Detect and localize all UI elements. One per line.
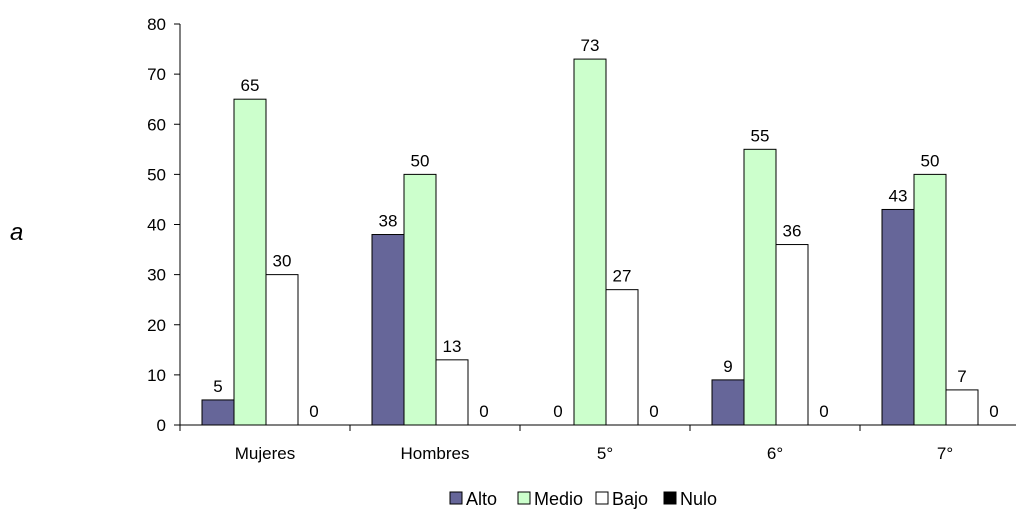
- legend-label: Bajo: [612, 489, 648, 509]
- data-label: 73: [581, 36, 600, 55]
- x-tick-label: Mujeres: [235, 444, 295, 463]
- data-labels: 5 65 30 0 38 50 13 0 0 73 27 0 9 55 36 0 43 50 7 0: [213, 36, 998, 421]
- data-label: 5: [213, 377, 222, 396]
- x-tick-label: Hombres: [401, 444, 470, 463]
- bar-medio: [403, 173, 437, 426]
- bar-medio: [573, 58, 607, 426]
- data-label: 65: [241, 76, 260, 95]
- side-label: a: [10, 219, 23, 246]
- y-tick-label: 80: [147, 15, 166, 34]
- legend-label: Medio: [534, 489, 583, 509]
- data-label: 9: [723, 357, 732, 376]
- data-label: 0: [309, 402, 318, 421]
- legend-swatch-bajo: [595, 491, 609, 505]
- x-tick-label: 5°: [597, 444, 613, 463]
- bar-alto: [711, 379, 745, 426]
- data-label: 0: [819, 402, 828, 421]
- bar-bajo: [435, 359, 469, 426]
- bar-medio: [743, 148, 777, 426]
- legend-swatch-nulo: [663, 491, 677, 505]
- y-tick-label: 10: [147, 366, 166, 385]
- legend-swatch-alto: [449, 491, 463, 505]
- data-label: 38: [379, 212, 398, 231]
- data-label: 13: [443, 337, 462, 356]
- bar-medio: [233, 98, 267, 426]
- x-tick-label: 7°: [937, 444, 953, 463]
- data-label: 0: [649, 402, 658, 421]
- y-tick-label: 50: [147, 165, 166, 184]
- data-label: 50: [411, 151, 430, 170]
- y-tick-label: 20: [147, 316, 166, 335]
- data-label: 55: [751, 126, 770, 145]
- data-label: 43: [889, 186, 908, 205]
- legend-label: Nulo: [680, 489, 717, 509]
- data-label: 7: [957, 367, 966, 386]
- x-tick-label: 6°: [767, 444, 783, 463]
- y-tick-label: 0: [157, 416, 166, 435]
- legend-swatch-medio: [517, 491, 531, 505]
- data-label: 30: [273, 252, 292, 271]
- data-label: 50: [921, 151, 940, 170]
- bar-bajo: [605, 289, 639, 426]
- bar-medio: [913, 173, 947, 426]
- data-label: 0: [479, 402, 488, 421]
- bars: [201, 58, 979, 426]
- bar-bajo: [265, 274, 299, 426]
- bar-bajo: [945, 389, 979, 426]
- legend-label: Alto: [466, 489, 497, 509]
- bar-alto: [371, 234, 405, 426]
- data-label: 27: [613, 267, 632, 286]
- data-label: 0: [989, 402, 998, 421]
- y-tick-label: 30: [147, 266, 166, 285]
- bar-alto: [881, 208, 915, 426]
- bar-bajo: [775, 244, 809, 426]
- data-label: 36: [783, 222, 802, 241]
- legend: Alto Medio Bajo Nulo: [449, 489, 717, 509]
- y-tick-label: 60: [147, 115, 166, 134]
- bar-alto: [201, 399, 235, 426]
- y-tick-label: 70: [147, 65, 166, 84]
- data-label: 0: [553, 402, 562, 421]
- y-tick-label: 40: [147, 216, 166, 235]
